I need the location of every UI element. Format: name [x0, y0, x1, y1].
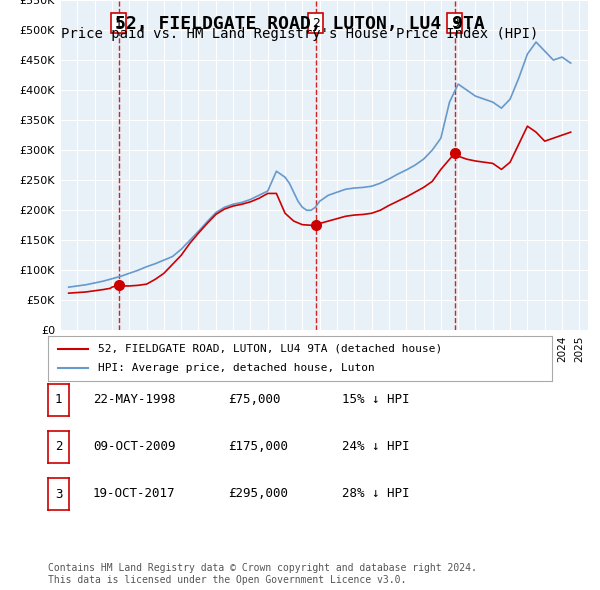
Text: Contains HM Land Registry data © Crown copyright and database right 2024.
This d: Contains HM Land Registry data © Crown c… — [48, 563, 477, 585]
Text: 2: 2 — [55, 440, 62, 454]
Text: 24% ↓ HPI: 24% ↓ HPI — [342, 440, 409, 453]
Text: Price paid vs. HM Land Registry's House Price Index (HPI): Price paid vs. HM Land Registry's House … — [61, 27, 539, 41]
Text: 28% ↓ HPI: 28% ↓ HPI — [342, 487, 409, 500]
Text: £295,000: £295,000 — [228, 487, 288, 500]
Text: £75,000: £75,000 — [228, 393, 281, 406]
Text: 3: 3 — [55, 487, 62, 501]
Text: 15% ↓ HPI: 15% ↓ HPI — [342, 393, 409, 406]
Text: 1: 1 — [115, 17, 122, 30]
Text: 2: 2 — [312, 17, 320, 30]
Text: 1: 1 — [55, 393, 62, 407]
Text: £175,000: £175,000 — [228, 440, 288, 453]
Text: 19-OCT-2017: 19-OCT-2017 — [93, 487, 176, 500]
Text: 22-MAY-1998: 22-MAY-1998 — [93, 393, 176, 406]
Text: 09-OCT-2009: 09-OCT-2009 — [93, 440, 176, 453]
Text: 52, FIELDGATE ROAD, LUTON, LU4 9TA (detached house): 52, FIELDGATE ROAD, LUTON, LU4 9TA (deta… — [98, 344, 443, 353]
Text: 3: 3 — [451, 17, 458, 30]
Text: 52, FIELDGATE ROAD, LUTON, LU4 9TA: 52, FIELDGATE ROAD, LUTON, LU4 9TA — [115, 15, 485, 33]
Text: HPI: Average price, detached house, Luton: HPI: Average price, detached house, Luto… — [98, 363, 375, 373]
